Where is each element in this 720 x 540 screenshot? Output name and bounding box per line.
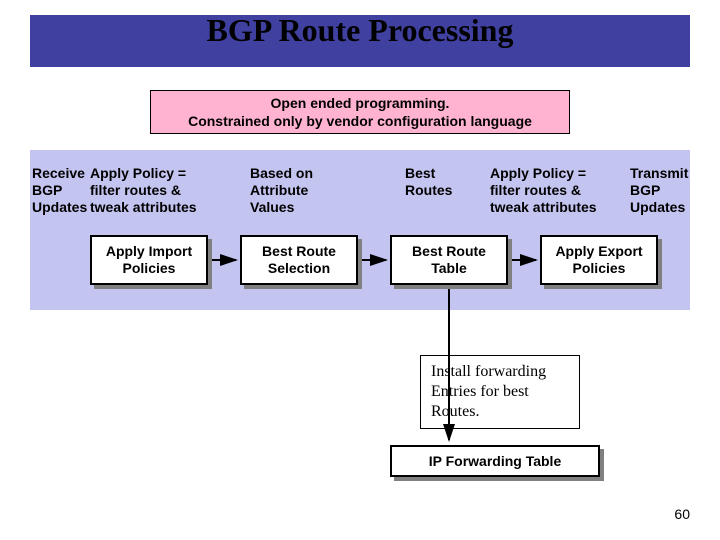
box-apply-export: Apply Export Policies [540,235,658,285]
page-number: 60 [674,506,690,522]
box-best-route-table: Best Route Table [390,235,508,285]
label-transmit: Transmit BGP Updates [630,165,700,215]
label-best-routes: Best Routes [405,165,485,199]
label-policy-out: Apply Policy = filter routes & tweak att… [490,165,620,215]
banner-line1: Open ended programming. [151,95,569,113]
label-policy-in: Apply Policy = filter routes & tweak att… [90,165,220,215]
page-title: BGP Route Processing [0,12,720,49]
banner-line2: Constrained only by vendor configuration… [151,113,569,131]
box-install-forwarding: Install forwarding Entries for best Rout… [420,355,580,429]
box-best-route-selection: Best Route Selection [240,235,358,285]
box-ip-forwarding-table: IP Forwarding Table [390,445,600,477]
label-receive: Receive BGP Updates [32,165,90,215]
box-apply-import: Apply Import Policies [90,235,208,285]
banner-box: Open ended programming. Constrained only… [150,90,570,134]
label-based-on: Based on Attribute Values [250,165,340,215]
